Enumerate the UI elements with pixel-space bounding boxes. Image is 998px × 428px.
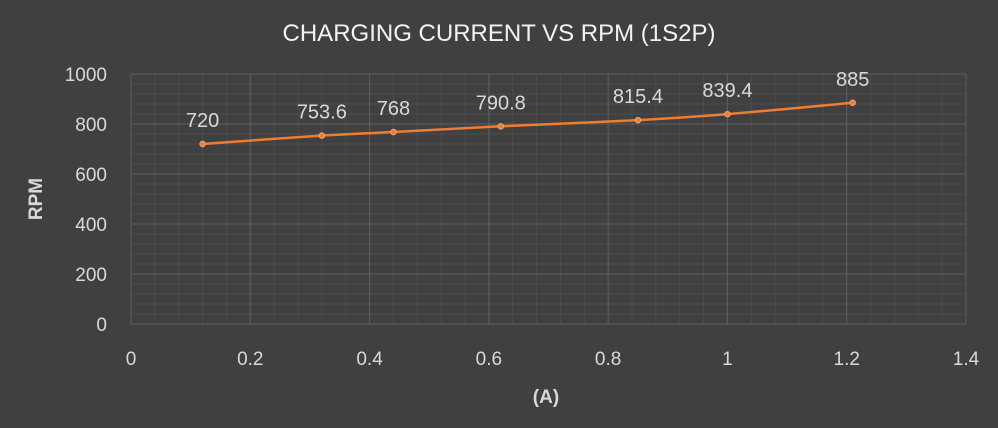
minor-gridlines: [130, 73, 967, 325]
data-label: 815.4: [613, 86, 663, 108]
data-label: 839.4: [702, 80, 752, 102]
y-axis-tick-labels: 0 200 400 600 800 1000: [65, 65, 107, 336]
data-label: 720: [186, 110, 219, 132]
x-axis-title: (A): [533, 387, 559, 408]
y-tick-label: 200: [75, 265, 107, 286]
x-axis-tick-labels: 0 0.2 0.4 0.6 0.8 1 1.2 1.4: [126, 349, 980, 370]
y-tick-label: 800: [75, 115, 107, 136]
y-tick-label: 0: [96, 315, 107, 336]
data-point: [634, 116, 642, 124]
x-tick-label: 1.4: [953, 349, 980, 370]
y-tick-label: 1000: [65, 65, 107, 86]
data-point: [318, 132, 326, 139]
major-gridlines: [130, 73, 967, 325]
data-point: [497, 123, 504, 130]
x-tick-label: 0.4: [356, 349, 383, 370]
data-point: [849, 99, 856, 106]
x-tick-label: 0.8: [595, 349, 621, 370]
x-tick-label: 1.2: [834, 349, 860, 370]
data-point: [390, 128, 397, 136]
data-label: 753.6: [297, 102, 347, 124]
x-tick-label: 0.6: [476, 349, 502, 370]
chart-title: CHARGING CURRENT VS RPM (1S2P): [283, 20, 716, 47]
y-axis-title: RPM: [26, 178, 47, 220]
x-tick-label: 0.2: [237, 349, 263, 370]
y-tick-label: 400: [75, 215, 107, 236]
data-point: [199, 140, 206, 148]
data-point: [724, 110, 731, 118]
x-tick-label: 1: [722, 349, 733, 370]
y-tick-label: 600: [75, 165, 107, 186]
data-label: 768: [377, 98, 410, 120]
data-label: 885: [836, 69, 869, 91]
x-tick-label: 0: [126, 349, 137, 370]
data-labels: 720 753.6 768 790.8 815.4 839.4 885: [186, 69, 869, 132]
series-layer: [199, 99, 856, 148]
data-label: 790.8: [476, 92, 526, 114]
